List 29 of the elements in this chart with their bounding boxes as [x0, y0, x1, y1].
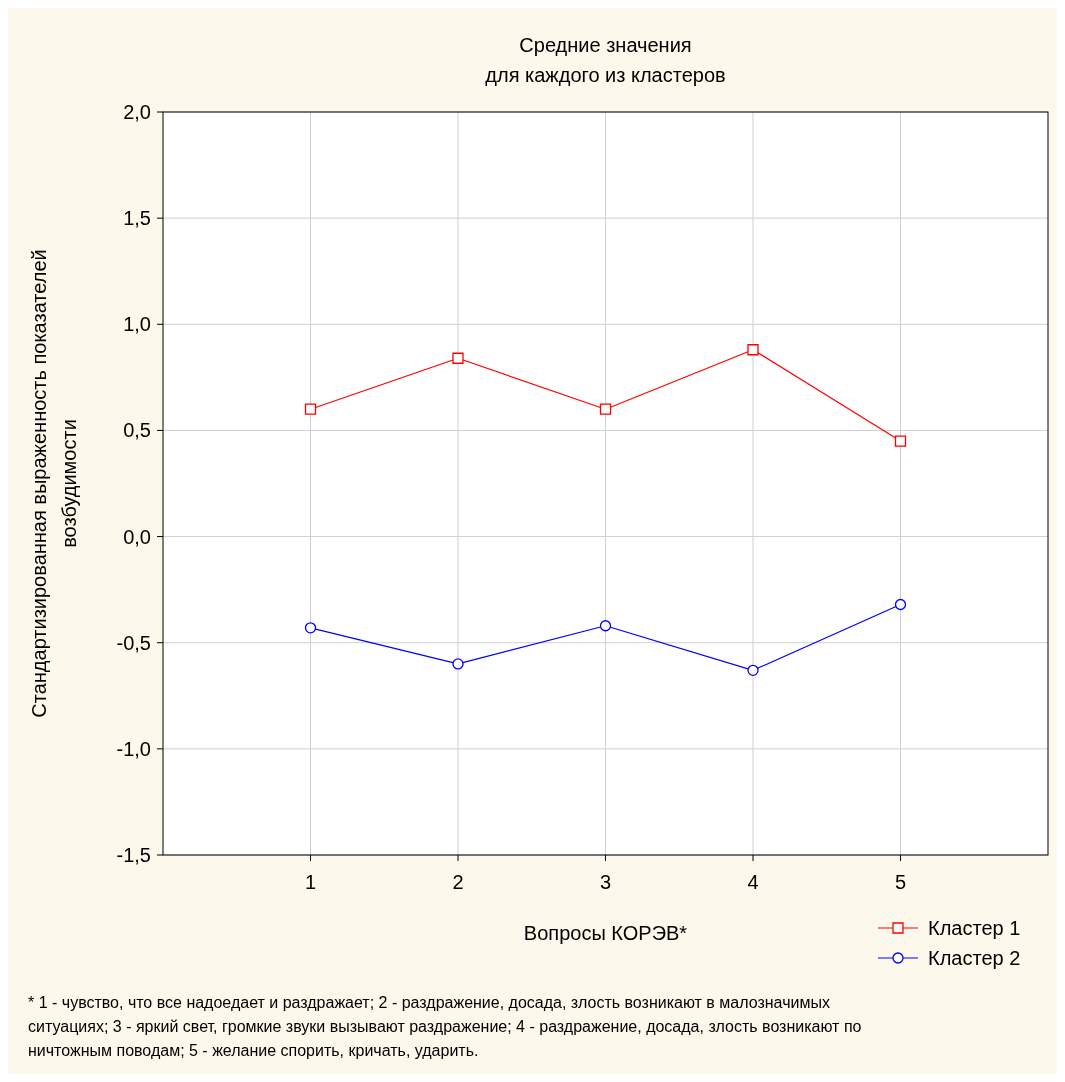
legend-label: Кластер 1	[928, 917, 1021, 939]
point	[452, 352, 464, 364]
y-tick-label: -1,0	[116, 737, 151, 760]
point	[599, 403, 612, 415]
point	[747, 344, 759, 356]
y-axis-title: Стандартизированная выраженность показателей возбудимости	[28, 249, 80, 718]
point	[599, 620, 612, 632]
point	[894, 598, 907, 611]
y-tick-label: 0,5	[123, 419, 151, 442]
y-tick-label: -0,5	[116, 631, 151, 654]
point	[304, 403, 317, 415]
x-tick-label: 3	[599, 871, 612, 893]
point	[304, 622, 317, 634]
y-tick-label: 1,5	[123, 207, 151, 230]
x-tick-label: 5	[894, 871, 907, 893]
point	[747, 664, 759, 676]
y-tick-label: 2,0	[123, 101, 151, 123]
point	[452, 658, 464, 670]
point	[894, 435, 907, 447]
x-axis-title: Вопросы КОРЭВ*	[523, 922, 688, 944]
text: * 1 - чувство, что все надоедает и раздражает; 2 - раздражение, досада, злость возникают в малозначимых ситуациях; 3 - яркий свет, громкие звуки вызывают раздражение; 4 - раздражение, досада, злость возникают по ничтожным поводам; 5 - желание спорить, кричать, ударить.	[28, 994, 862, 1059]
x-tick-label: 1	[304, 871, 317, 893]
x-tick-label: 2	[452, 871, 464, 893]
y-tick-label: 1,0	[123, 313, 151, 336]
y-tick-label: -1,5	[116, 844, 151, 866]
legend-label: Кластер 2	[928, 947, 1021, 969]
x-tick-label: 4	[747, 871, 759, 893]
y-tick-label: 0,0	[123, 525, 151, 548]
chart-title: Средние значения для каждого из кластеров	[485, 34, 726, 86]
